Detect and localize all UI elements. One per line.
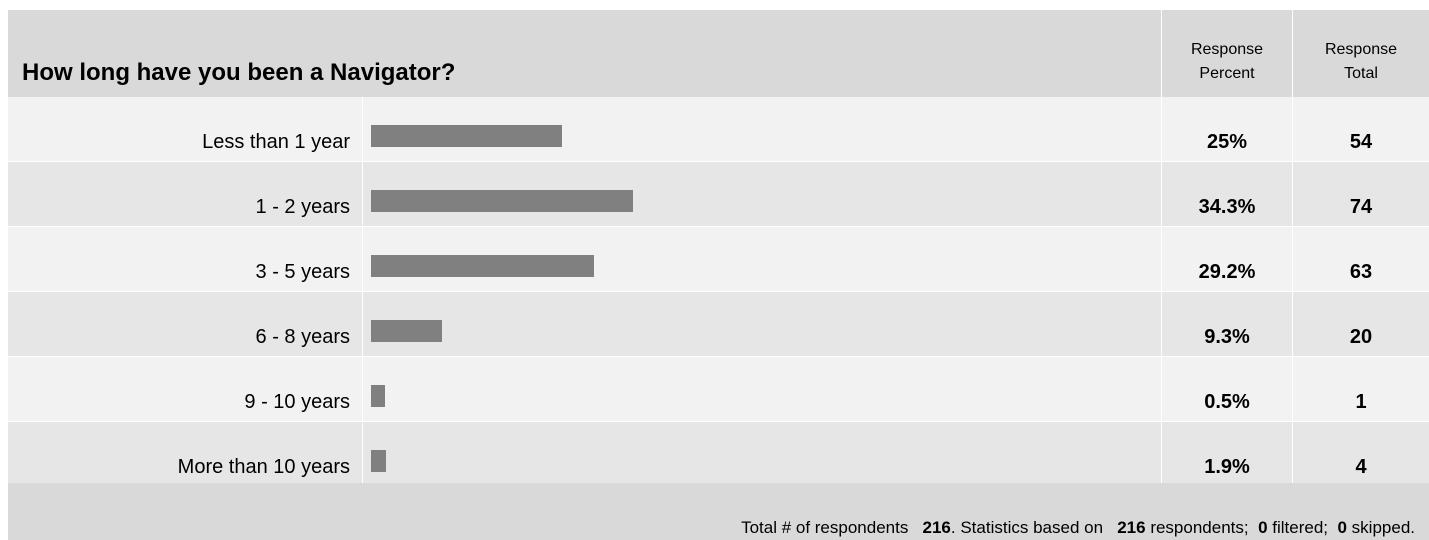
based-on-count: 216 xyxy=(1117,518,1146,537)
bar xyxy=(371,125,562,147)
response-total-value: 20 xyxy=(1292,292,1429,356)
bar xyxy=(371,385,385,407)
filtered-word: filtered; xyxy=(1272,518,1329,537)
bar-cell xyxy=(362,422,1162,486)
response-percent-header-line1: Response xyxy=(1190,41,1264,58)
response-total-value: 74 xyxy=(1292,162,1429,226)
response-total-header-line1: Response xyxy=(1324,41,1398,58)
respondents-prefix: Total # of respondents xyxy=(741,518,909,537)
table-row: 1 - 2 years 34.3% 74 xyxy=(8,162,1429,227)
table-footer: Total # of respondents 216. Statistics b… xyxy=(8,483,1429,540)
table-row: 9 - 10 years 0.5% 1 xyxy=(8,357,1429,422)
response-percent-value: 34.3% xyxy=(1161,162,1292,226)
response-percent-value: 9.3% xyxy=(1161,292,1292,356)
question-title: How long have you been a Navigator? xyxy=(22,59,456,86)
skipped-count: 0 xyxy=(1337,518,1347,537)
statistics-text: . Statistics based on xyxy=(950,518,1104,537)
skipped-word: skipped. xyxy=(1351,518,1415,537)
bar-cell xyxy=(362,357,1162,421)
table-row: 6 - 8 years 9.3% 20 xyxy=(8,292,1429,357)
bar-cell xyxy=(362,227,1162,291)
category-label: More than 10 years xyxy=(177,456,350,478)
bar xyxy=(371,450,386,472)
respondents-count: 216 xyxy=(922,518,951,537)
response-total-value: 1 xyxy=(1292,357,1429,421)
category-label: 9 - 10 years xyxy=(244,391,350,413)
response-total-value: 4 xyxy=(1292,422,1429,486)
response-percent-header: Response Percent xyxy=(1161,10,1292,97)
response-percent-value: 25% xyxy=(1161,97,1292,161)
response-percent-value: 1.9% xyxy=(1161,422,1292,486)
table-row: Less than 1 year 25% 54 xyxy=(8,97,1429,162)
category-label: 3 - 5 years xyxy=(255,261,350,283)
response-percent-value: 0.5% xyxy=(1161,357,1292,421)
respondents-word: respondents; xyxy=(1150,518,1249,537)
response-percent-header-line2: Percent xyxy=(1199,65,1255,82)
table-row: More than 10 years 1.9% 4 xyxy=(8,422,1429,487)
table-row: 3 - 5 years 29.2% 63 xyxy=(8,227,1429,292)
category-label: 6 - 8 years xyxy=(255,326,350,348)
response-percent-value: 29.2% xyxy=(1161,227,1292,291)
bar xyxy=(371,320,442,342)
response-total-header: Response Total xyxy=(1292,10,1429,97)
bar-cell xyxy=(362,97,1162,161)
category-label: 1 - 2 years xyxy=(255,196,350,218)
bar-cell xyxy=(362,162,1162,226)
table-header: How long have you been a Navigator? Resp… xyxy=(8,10,1429,97)
survey-results-table: How long have you been a Navigator? Resp… xyxy=(8,10,1429,540)
bar xyxy=(371,255,594,277)
bar-cell xyxy=(362,292,1162,356)
answer-rows: Less than 1 year 25% 54 1 - 2 years 34.3% 74 3… xyxy=(8,97,1429,487)
response-total-header-line2: Total xyxy=(1344,65,1378,82)
filtered-count: 0 xyxy=(1258,518,1268,537)
response-total-value: 63 xyxy=(1292,227,1429,291)
respondent-statistics: Total # of respondents 216. Statistics b… xyxy=(741,518,1415,538)
bar xyxy=(371,190,633,212)
category-label: Less than 1 year xyxy=(202,131,350,153)
response-total-value: 54 xyxy=(1292,97,1429,161)
